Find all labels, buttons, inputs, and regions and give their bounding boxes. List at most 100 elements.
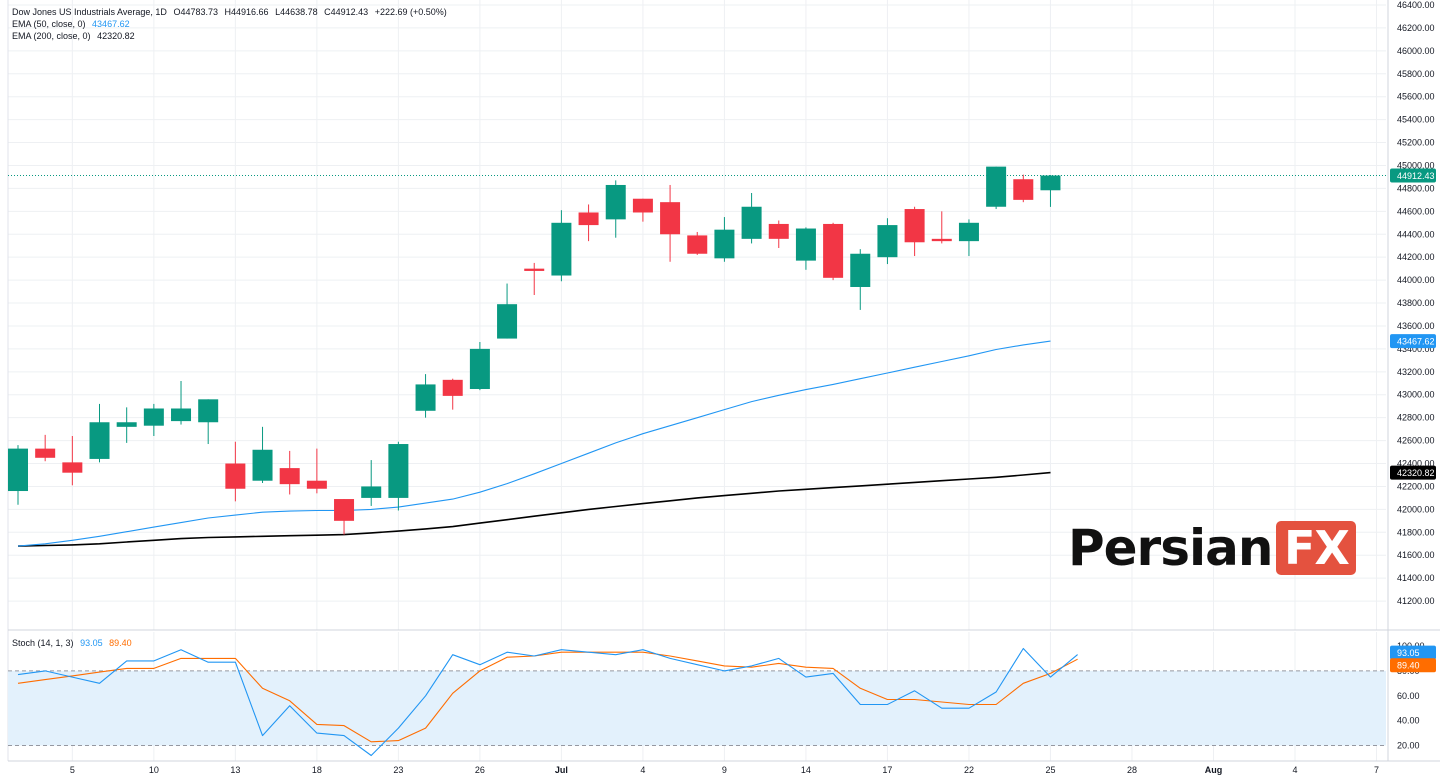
candle-body — [116, 422, 137, 427]
x-tick-label: 13 — [230, 765, 240, 775]
stoch-d-tag-bg — [1390, 658, 1436, 673]
x-tick-label: 4 — [640, 765, 645, 775]
y-tick-label: 46200.00 — [1397, 23, 1435, 33]
x-tick-label: 23 — [393, 765, 403, 775]
candle-body — [388, 444, 409, 498]
x-tick-label: Aug — [1205, 765, 1223, 775]
stoch-legend: Stoch (14, 1, 3) 93.05 89.40 — [12, 638, 136, 648]
candle — [388, 441, 409, 511]
candle — [497, 283, 518, 339]
candle-body — [578, 212, 599, 226]
grid-layer — [7, 0, 1440, 762]
stoch-label: Stoch (14, 1, 3) — [12, 638, 74, 648]
candle-body — [632, 198, 653, 213]
y-tick-label: 42600.00 — [1397, 436, 1435, 446]
stoch-k-tag: 93.05 — [1390, 645, 1436, 660]
candle — [768, 220, 789, 249]
ema50-line — [17, 340, 1051, 547]
candle — [741, 192, 762, 244]
candle — [1040, 175, 1061, 207]
stoch-d-line — [17, 651, 1078, 743]
candle-body — [62, 462, 83, 473]
y-tick-label: 43200.00 — [1397, 367, 1435, 377]
x-tick-label: 7 — [1374, 765, 1379, 775]
candle-body — [143, 408, 164, 426]
candle — [116, 407, 137, 443]
candle — [632, 198, 653, 222]
y-tick-label: 41200.00 — [1397, 596, 1435, 606]
candle — [361, 460, 382, 506]
candle-body — [551, 222, 572, 276]
y-tick-label: 41600.00 — [1397, 550, 1435, 560]
candle-body — [361, 486, 382, 498]
candle-body — [469, 348, 490, 390]
y-tick-label: 44600.00 — [1397, 206, 1435, 216]
ema200-tag: 42320.82 — [1390, 465, 1436, 480]
stoch-d-legend-value: 89.40 — [109, 638, 132, 648]
candle-body — [198, 399, 219, 423]
candle — [578, 204, 599, 242]
candle-body — [823, 223, 844, 278]
ohlc-close: C44912.43 — [324, 7, 369, 17]
y-tick-label: 45600.00 — [1397, 92, 1435, 102]
candle — [8, 445, 28, 505]
candle-layer — [8, 166, 1061, 535]
candle-body — [252, 449, 273, 481]
stoch-y-tick-label: 20.00 — [1397, 741, 1420, 751]
candle-body — [171, 408, 192, 422]
ema50-tag-text: 43467.62 — [1397, 337, 1435, 347]
y-tick-label: 45200.00 — [1397, 138, 1435, 148]
candle-body — [605, 184, 626, 220]
ema50-legend-value: 43467.62 — [92, 19, 130, 29]
candle — [605, 180, 626, 238]
candle-body — [958, 222, 979, 242]
ohlc-change: +222.69 (+0.50%) — [374, 7, 447, 17]
ema50-label: EMA (50, close, 0) — [12, 19, 86, 29]
y-tick-label: 45800.00 — [1397, 69, 1435, 79]
candle-body — [660, 202, 681, 235]
x-tick-label: 17 — [882, 765, 892, 775]
y-tick-label: 42400.00 — [1397, 459, 1435, 469]
candle — [823, 222, 844, 281]
y-tick-label: 44000.00 — [1397, 275, 1435, 285]
ohlc-high: H44916.66 — [224, 7, 269, 17]
candle — [1013, 174, 1034, 203]
stoch-layer — [8, 647, 1386, 757]
stoch-y-tick-label: 40.00 — [1397, 716, 1420, 726]
y-tick-label: 46000.00 — [1397, 46, 1435, 56]
candle-body — [225, 463, 246, 489]
candle-body — [741, 206, 762, 239]
x-tick-label: 9 — [722, 765, 727, 775]
ema200-legend-value: 42320.82 — [97, 31, 135, 41]
y-tick-label: 42200.00 — [1397, 481, 1435, 491]
ema50-tag: 43467.62 — [1390, 334, 1436, 349]
symbol-title: Dow Jones US Industrials Average, 1D — [12, 7, 167, 17]
stoch-k-line — [17, 647, 1078, 757]
persianfx-logo: Persian FX — [1068, 520, 1357, 576]
stoch-y-tick-label: 60.00 — [1397, 691, 1420, 701]
candle-body — [524, 268, 545, 271]
stoch-band — [8, 670, 1386, 746]
logo-box: FX — [1276, 521, 1357, 575]
candle-body — [279, 468, 300, 485]
candle — [687, 231, 708, 255]
candle — [469, 342, 490, 391]
candle-body — [850, 253, 871, 287]
candle — [795, 227, 816, 270]
candle-body — [415, 384, 436, 411]
ema50-legend: EMA (50, close, 0) 43467.62 — [12, 19, 134, 29]
candle — [714, 217, 735, 262]
candle-body — [1040, 175, 1061, 191]
y-tick-label: 44400.00 — [1397, 229, 1435, 239]
x-tick-label: 18 — [312, 765, 322, 775]
symbol-legend: Dow Jones US Industrials Average, 1D O44… — [12, 7, 451, 17]
candle-body — [306, 480, 327, 489]
candle — [415, 374, 436, 418]
candle-body — [35, 448, 56, 458]
candle-body — [334, 499, 355, 521]
y-tick-label: 43600.00 — [1397, 321, 1435, 331]
candle — [986, 166, 1007, 210]
ema200-legend: EMA (200, close, 0) 42320.82 — [12, 31, 139, 41]
